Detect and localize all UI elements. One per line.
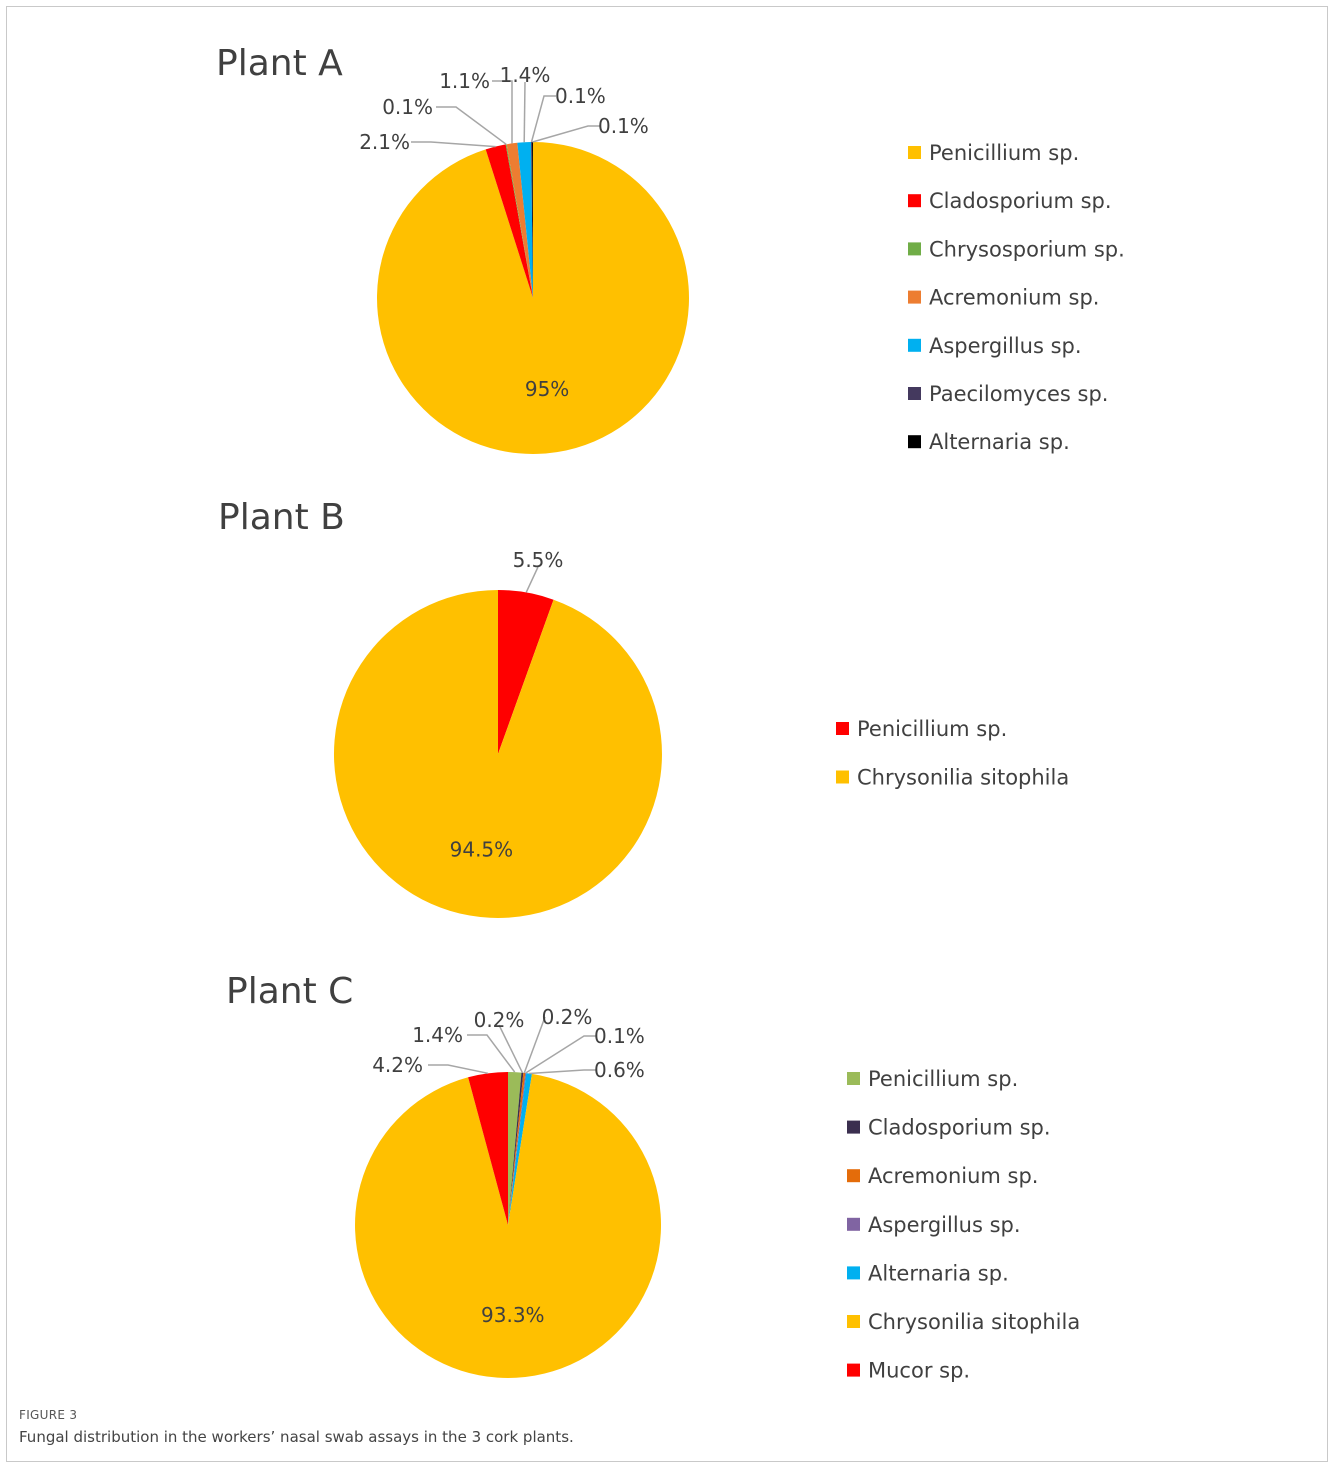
leader-line: [532, 125, 600, 143]
leader-line: [436, 106, 507, 145]
chart-title: Plant C: [226, 971, 353, 1012]
legend-entry: Acremonium sp.: [929, 286, 1099, 310]
pie-chart-3: Plant C1.4%0.2% 0.2%0.1%0.6%93.3%4.2%Peni…: [226, 971, 1080, 1383]
pie-slice: [468, 1072, 508, 1225]
data-label: 5.5%: [513, 548, 564, 572]
leader-line: [467, 1034, 516, 1073]
data-label: 1.4%: [412, 1023, 463, 1047]
data-label: 0.1%: [382, 95, 433, 119]
data-label: 0.2%: [474, 1008, 525, 1032]
legend-swatch: [847, 1363, 860, 1377]
legend-swatch: [847, 1315, 860, 1328]
legend-entry: Penicillium sp.: [868, 1067, 1018, 1091]
pie-slice: [508, 1072, 522, 1225]
legend-swatch: [847, 1217, 860, 1231]
pie-slice: [531, 142, 533, 298]
leader-line: [530, 95, 556, 143]
leader-line: [525, 1035, 596, 1074]
legend-swatch: [908, 435, 921, 449]
leader-line: [498, 1024, 524, 1074]
legend-entry: Penicillium sp.: [929, 141, 1079, 165]
legend: Penicillium sp. Chrysonilia sitophila: [836, 717, 1069, 790]
legend-entry: Paecilomyces sp.: [929, 382, 1108, 406]
data-label: 4.2%: [372, 1053, 423, 1077]
legend-entry: Alternaria sp.: [929, 430, 1070, 454]
legend-swatch: [908, 194, 921, 208]
pie-slice: [506, 142, 533, 298]
data-label: 1.1%: [439, 69, 490, 93]
data-label: 0.1%: [594, 1024, 645, 1048]
leader-line: [523, 1016, 546, 1074]
legend-swatch: [836, 722, 849, 735]
legend-entry: Aspergillus sp.: [868, 1213, 1021, 1237]
legend-entry: Aspergillus sp.: [929, 334, 1082, 358]
data-label: 0.1%: [598, 114, 649, 138]
legend-swatch: [908, 387, 921, 400]
pie-slice: [508, 1072, 526, 1225]
leader-line: [523, 81, 526, 143]
legend-swatch: [908, 290, 921, 304]
pie-slice: [355, 1073, 662, 1378]
leader-line: [529, 1069, 596, 1075]
leader-line: [525, 566, 539, 593]
legend-swatch: [847, 1266, 860, 1280]
data-label: 1.4%: [500, 63, 551, 87]
chart-title: Plant B: [218, 497, 345, 538]
legend: Penicillium sp. Cladosporium sp. Acremoniu…: [847, 1067, 1080, 1383]
legend-entry: Chrysonilia sitophila: [857, 766, 1069, 790]
legend: Penicillium sp. Cladosporium sp. Chrysospo…: [908, 141, 1125, 454]
legend-entry: Cladosporium sp.: [868, 1116, 1051, 1140]
data-label: 0.1%: [555, 84, 606, 108]
figure-label: FIGURE 3: [19, 1408, 78, 1422]
legend-entry: Mucor sp.: [868, 1359, 970, 1383]
legend-swatch: [847, 1120, 860, 1134]
data-label: 94.5%: [450, 837, 514, 861]
legend-entry: Alternaria sp.: [868, 1261, 1009, 1285]
pie-slice: [517, 142, 533, 298]
legend-swatch: [908, 242, 921, 256]
leader-line: [492, 80, 513, 144]
leader-line: [428, 1064, 489, 1075]
pie-chart-2: Plant B 5.5% 94.5% Penicillium sp. Chrysonil…: [218, 497, 1069, 919]
data-label: 0.6%: [594, 1058, 645, 1082]
data-label: 93.3%: [481, 1303, 545, 1327]
data-label: 0.2%: [542, 1005, 593, 1029]
pie-chart-1: Plant A95%2.1%0.1%1.1% 1.4%0.1%0.1%Penici…: [216, 43, 1125, 454]
pie-slice: [532, 141, 533, 298]
legend-entry: Chrysosporium sp.: [929, 237, 1125, 261]
legend-swatch: [847, 1169, 860, 1183]
legend-entry: Chrysonilia sitophila: [868, 1310, 1080, 1334]
figure-caption: Fungal distribution in the workers’ nasa…: [19, 1428, 574, 1446]
pie-slice: [485, 144, 533, 298]
pie-slice: [376, 142, 689, 454]
legend-entry: Penicillium sp.: [857, 717, 1007, 741]
pie-charts-figure: Plant A95%2.1%0.1%1.1% 1.4%0.1%0.1%Penici…: [216, 43, 1125, 1383]
legend-swatch: [847, 1072, 860, 1085]
legend-swatch: [908, 338, 921, 352]
pie-slice: [498, 590, 554, 754]
leader-line: [411, 141, 496, 148]
data-label: 2.1%: [359, 130, 410, 154]
pie-slice: [508, 1072, 524, 1225]
chart-title: Plant A: [216, 43, 343, 84]
pie-slice: [505, 144, 533, 298]
pie-slice: [508, 1072, 527, 1225]
data-label: 95%: [525, 377, 569, 401]
legend-entry: Cladosporium sp.: [929, 189, 1112, 213]
legend-swatch: [836, 770, 849, 784]
pie-slice: [333, 589, 662, 919]
legend-swatch: [908, 146, 921, 159]
legend-entry: Acremonium sp.: [868, 1164, 1038, 1188]
figure-frame: [6, 6, 1328, 1462]
pie-slice: [508, 1073, 532, 1225]
